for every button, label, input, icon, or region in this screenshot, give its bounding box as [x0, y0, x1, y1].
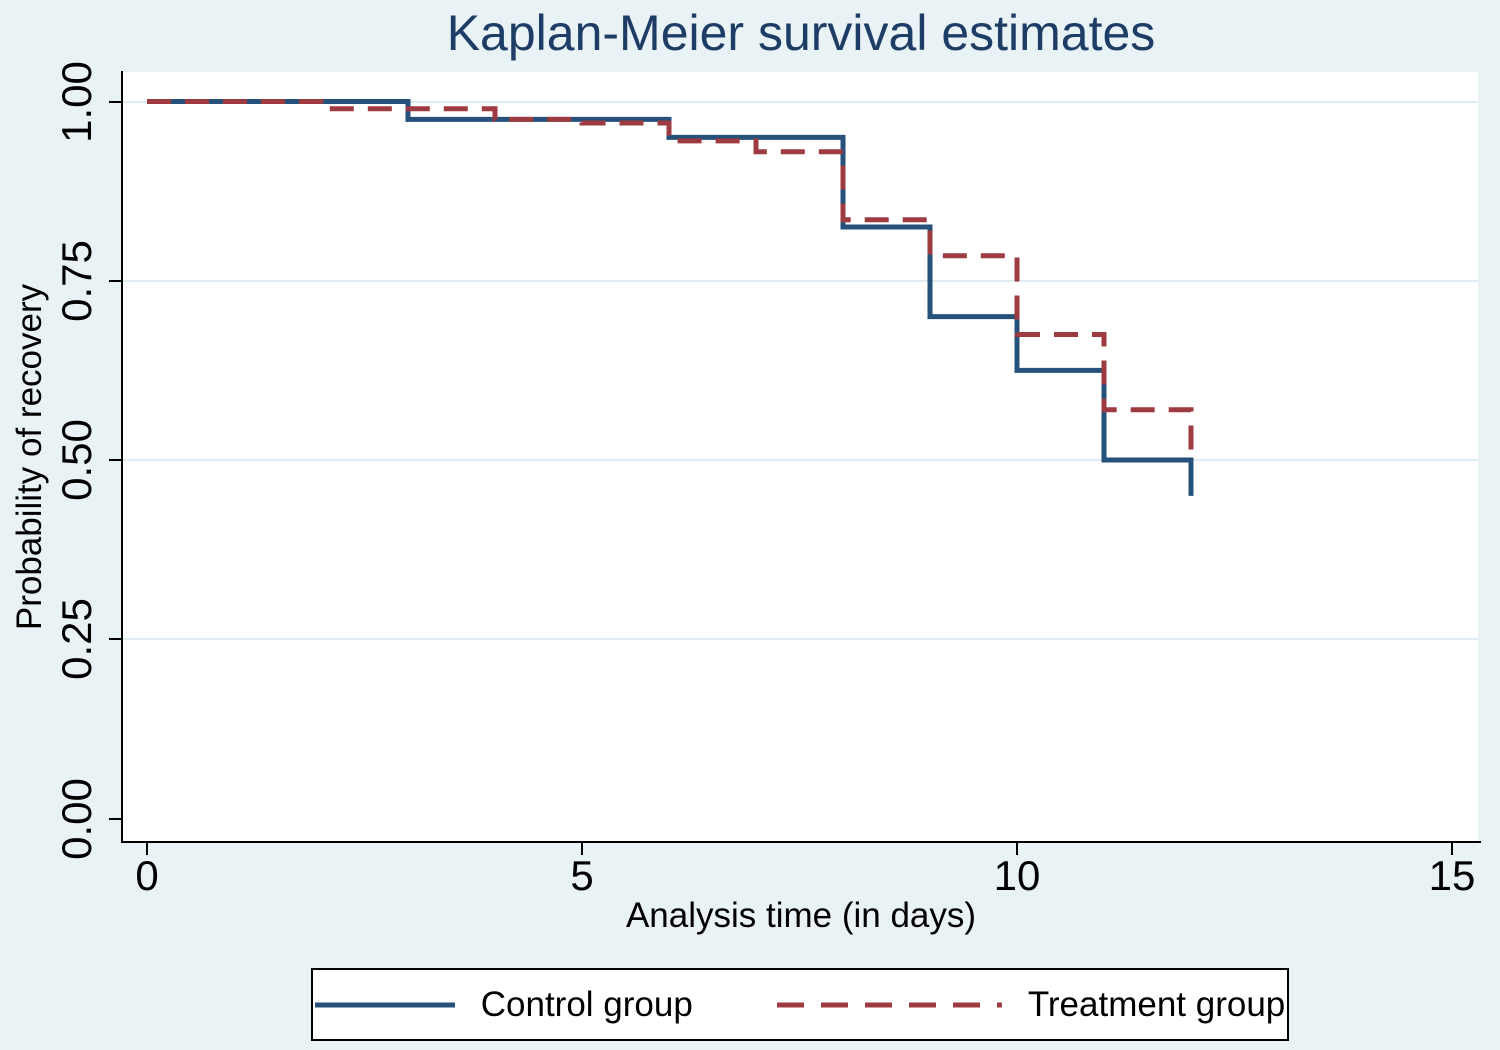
legend-entry-treatment: Treatment group: [776, 984, 1286, 1025]
y-tick-0.00: [109, 817, 121, 820]
gridline-0.25: [123, 638, 1478, 641]
x-tick-10: [1016, 843, 1018, 855]
y-tick-0.50: [109, 459, 121, 461]
plot-area: [123, 72, 1478, 841]
y-tick-label-0.00: 0.00: [53, 777, 100, 860]
y-tick-label-0.50: 0.50: [53, 419, 100, 501]
control-survival-curve: [147, 99, 1194, 496]
legend-box: Control group Treatment group: [311, 968, 1289, 1041]
y-axis-line: [121, 71, 123, 843]
control-line-sample: [314, 1002, 455, 1007]
gridline-0.75: [123, 279, 1478, 282]
y-axis-title: Probability of recovery: [10, 283, 49, 631]
x-tick-label-10: 10: [993, 852, 1041, 899]
gridline-1: [123, 100, 1478, 103]
x-tick-label-5: 5: [570, 852, 594, 899]
chart-title: Kaplan-Meier survival estimates: [446, 5, 1156, 61]
legend-entry-control: Control group: [314, 984, 693, 1025]
x-tick-0: [146, 843, 148, 855]
y-tick-0.75: [109, 279, 121, 282]
treatment-survival-curve: [147, 99, 1194, 460]
x-tick-label-0: 0: [135, 852, 159, 899]
y-tick-label-1.00: 1.00: [53, 60, 100, 143]
x-axis-line: [121, 841, 1481, 843]
x-tick-5: [581, 843, 583, 855]
treatment-line-sample: [776, 1002, 1002, 1007]
legend-label-treatment: Treatment group: [1027, 984, 1286, 1024]
y-tick-label-0.75: 0.75: [53, 239, 100, 322]
gridline-0.5: [123, 459, 1478, 461]
x-tick-15: [1451, 843, 1453, 855]
survival-curves-canvas: [147, 99, 1194, 496]
legend-label-control: Control group: [480, 984, 693, 1024]
y-tick-label-0.25: 0.25: [53, 598, 100, 681]
y-tick-1.00: [109, 100, 121, 103]
y-tick-0.25: [109, 638, 121, 641]
x-axis-title: Analysis time (in days): [625, 896, 977, 935]
x-tick-label-15: 15: [1428, 852, 1476, 899]
